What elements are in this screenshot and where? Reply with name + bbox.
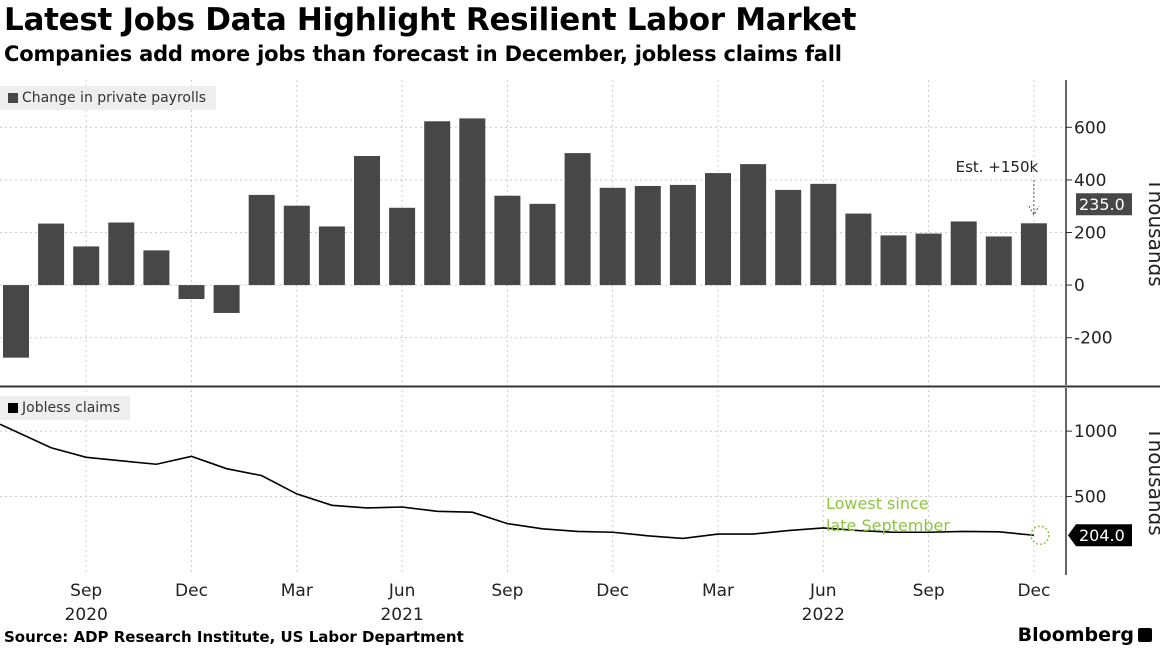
y-tick-label: -200	[1074, 329, 1113, 349]
bloomberg-logo: Bloomberg	[1018, 624, 1152, 646]
x-tick-label: Jun	[809, 581, 837, 601]
bar-apr-2022	[740, 164, 767, 286]
chart-title: Latest Jobs Data Highlight Resilient Lab…	[4, 2, 857, 38]
x-tick-year: 2020	[65, 605, 108, 625]
x-tick-label: Sep	[913, 581, 945, 601]
last-value-label: 204.0	[1079, 526, 1125, 545]
y-axis-label: Thousands	[1144, 426, 1160, 535]
last-value-label: 235.0	[1079, 195, 1125, 214]
legend-label: Change in private payrolls	[22, 90, 207, 106]
source-note: Source: ADP Research Institute, US Labor…	[4, 628, 464, 646]
y-tick-label: 0	[1074, 276, 1085, 296]
legend-claims: Jobless claims	[0, 396, 131, 420]
y-tick-label: 1000	[1074, 422, 1117, 442]
bar-feb-2022	[669, 184, 696, 286]
bar-oct-2021	[529, 203, 556, 286]
y-tick-label: 400	[1074, 171, 1106, 191]
x-tick-label: Jun	[388, 581, 416, 601]
y-tick-label: 200	[1074, 224, 1106, 244]
bar-may-2022	[775, 189, 802, 286]
x-tick-year: 2022	[802, 605, 845, 625]
bar-mar-2021	[283, 205, 310, 286]
claims-annotation-line1: Lowest since	[826, 494, 929, 513]
bar-dec-2021	[599, 187, 626, 286]
bar-jul-2021	[424, 121, 451, 286]
legend-label: Jobless claims	[22, 400, 121, 416]
x-tick-label: Dec	[175, 581, 208, 601]
bar-oct-2020	[108, 222, 135, 286]
bar-jun-2021	[389, 207, 416, 286]
bar-sep-2022	[915, 233, 942, 286]
x-tick-label: Sep	[70, 581, 102, 601]
latest-point-marker	[1030, 525, 1050, 545]
bar-dec-2020	[178, 285, 205, 300]
bar-jan-2021	[213, 285, 240, 313]
x-tick-label: Dec	[1017, 581, 1050, 601]
y-tick-label: 500	[1074, 488, 1106, 508]
legend-swatch	[8, 403, 18, 413]
bar-sep-2020	[73, 246, 100, 286]
bar-dec-2022	[1020, 223, 1047, 286]
bar-feb-2021	[248, 194, 275, 286]
bar-sep-2021	[494, 195, 521, 286]
estimate-arrowhead	[1028, 205, 1040, 217]
jobless-claims-line	[0, 423, 1034, 540]
bar-apr-2021	[318, 226, 345, 286]
x-tick-label: Mar	[281, 581, 313, 601]
estimate-annotation: Est. +150k	[956, 158, 1039, 176]
last-value-callout	[1068, 524, 1132, 547]
claims-annotation-line2: late September	[826, 516, 950, 535]
bar-nov-2021	[564, 153, 591, 286]
bar-oct-2022	[950, 221, 977, 286]
x-tick-year: 2021	[380, 605, 423, 625]
logo-text: Bloomberg	[1017, 624, 1134, 646]
y-tick-label: 600	[1074, 118, 1106, 138]
chart-subtitle: Companies add more jobs than forecast in…	[4, 42, 842, 66]
bar-nov-2020	[143, 250, 170, 286]
bar-mar-2022	[705, 173, 731, 286]
bar-jan-2022	[634, 185, 661, 286]
x-tick-label: Dec	[596, 581, 629, 601]
bar-may-2021	[354, 155, 380, 286]
bar-aug-2021	[459, 118, 486, 286]
bar-jul-2022	[845, 213, 872, 286]
bar-nov-2022	[985, 236, 1012, 286]
bar-aug-2020	[38, 223, 65, 286]
last-value-callout	[1068, 193, 1132, 224]
bar-jul-2020	[3, 285, 29, 358]
bar-aug-2022	[880, 235, 907, 286]
bloomberg-terminal-icon	[1138, 628, 1152, 642]
x-tick-label: Mar	[702, 581, 734, 601]
bar-jun-2022	[810, 183, 837, 286]
x-tick-label: Sep	[491, 581, 523, 601]
legend-payrolls: Change in private payrolls	[0, 86, 217, 110]
y-axis-label: Thousands	[1144, 177, 1160, 286]
legend-swatch	[8, 93, 18, 103]
